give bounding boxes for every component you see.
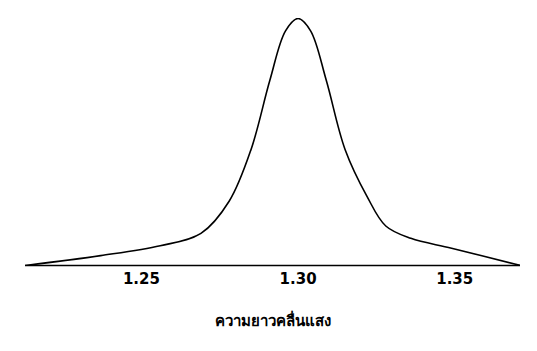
svg-text:ความยาวคลื่นแสง: ความยาวคลื่นแสง xyxy=(215,310,331,330)
svg-text:1.25: 1.25 xyxy=(123,270,160,288)
svg-text:1.30: 1.30 xyxy=(280,270,317,288)
svg-text:1.35: 1.35 xyxy=(436,270,473,288)
